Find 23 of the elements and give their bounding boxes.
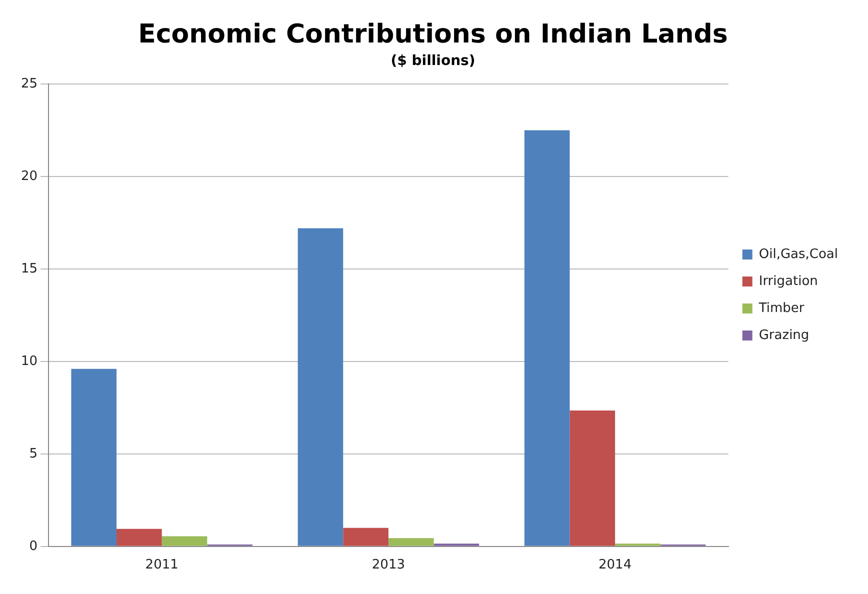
bar — [388, 538, 434, 546]
bar — [162, 536, 208, 546]
x-tick-label: 2011 — [145, 558, 178, 573]
legend-label: Oil,Gas,Coal — [758, 246, 838, 262]
x-tick-label: 2014 — [598, 558, 632, 573]
chart-title: Economic Contributions on Indian Lands — [138, 19, 728, 50]
legend-label: Grazing — [758, 328, 810, 343]
legend-label: Irrigation — [758, 274, 818, 289]
x-tick-label: 2013 — [372, 558, 405, 573]
bar — [116, 528, 162, 546]
y-tick-label: 10 — [20, 354, 38, 369]
y-tick-label: 0 — [29, 538, 38, 554]
bar — [71, 368, 117, 546]
bar — [298, 228, 344, 546]
y-tick-label: 15 — [20, 261, 38, 276]
bar — [570, 410, 616, 546]
y-tick-label: 20 — [20, 168, 38, 184]
y-tick-label: 25 — [20, 76, 38, 92]
bar — [343, 528, 388, 546]
y-tick-label: 5 — [29, 446, 38, 462]
bar — [524, 130, 570, 546]
legend-label: Timber — [758, 300, 805, 316]
chart-subtitle: ($ billions) — [390, 53, 476, 70]
